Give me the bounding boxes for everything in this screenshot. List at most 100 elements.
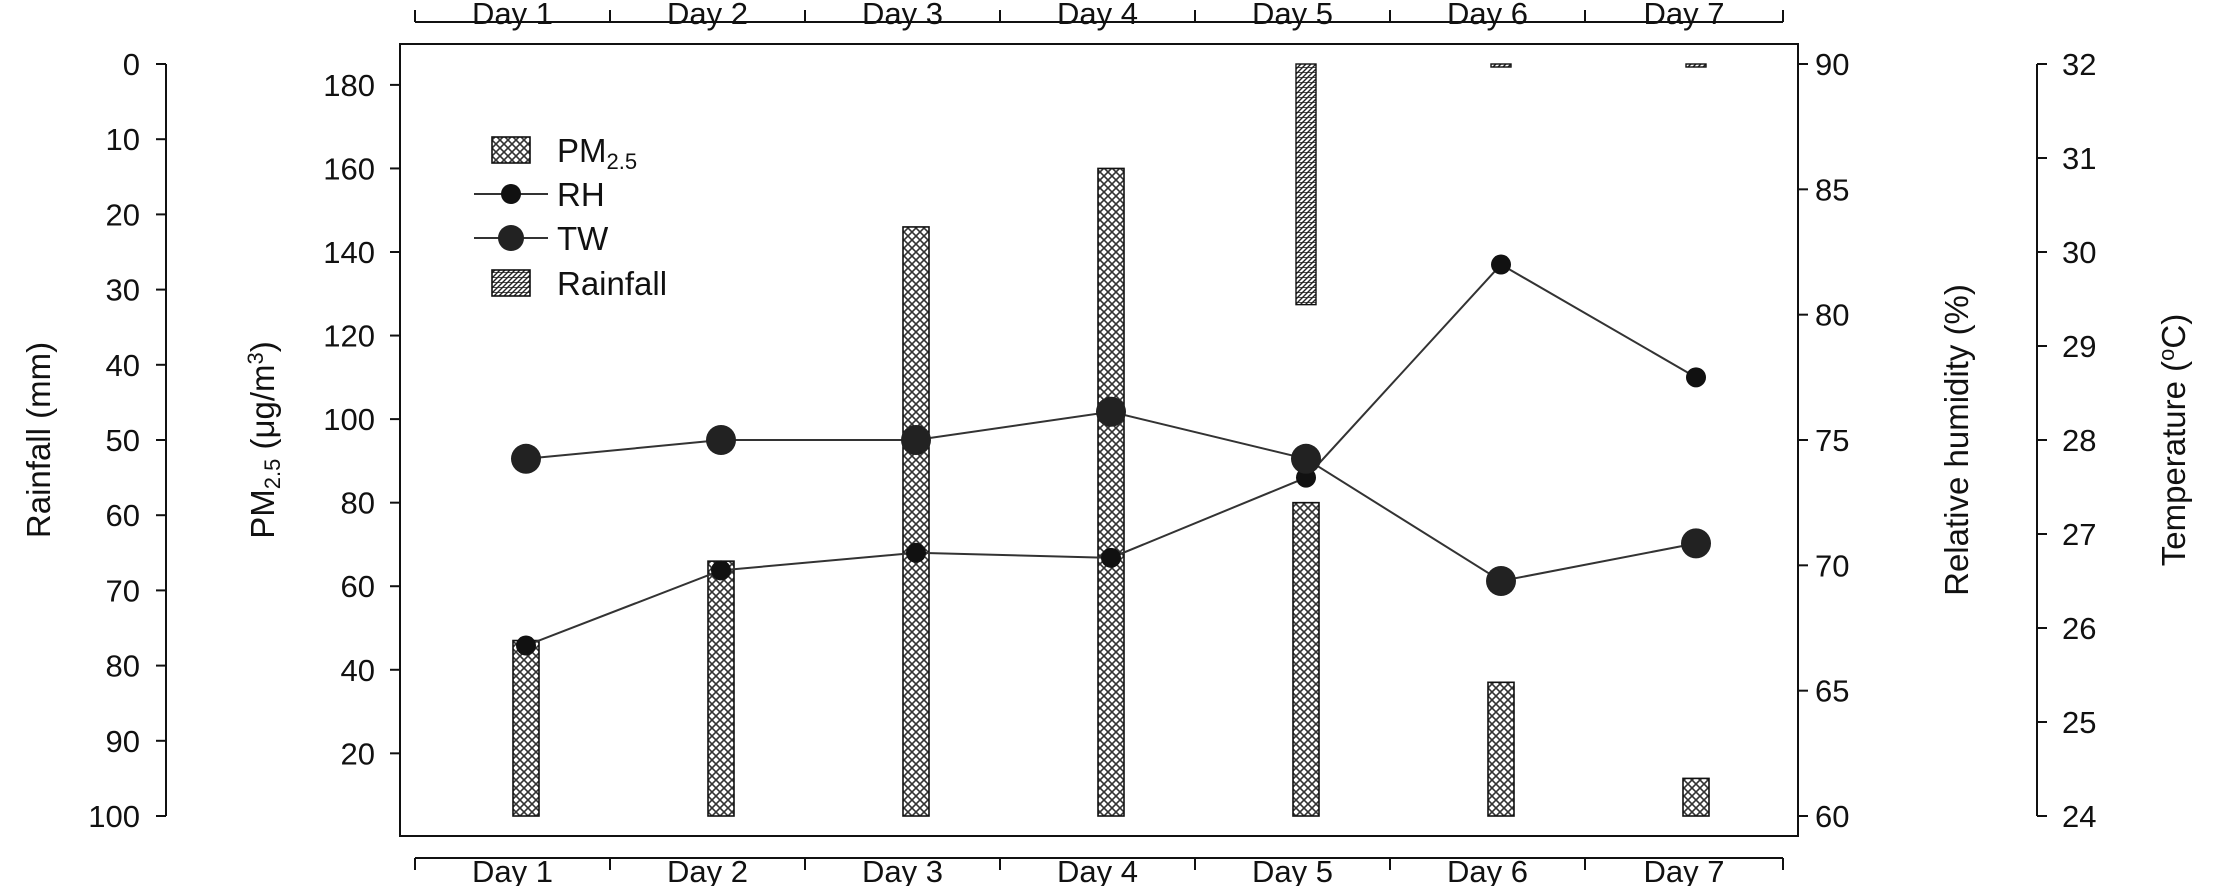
bottom-category-label-6: Day 7 (1644, 854, 1725, 886)
pm25-tick-label-1: 40 (341, 653, 375, 688)
temperature-tick-label-3: 27 (2062, 517, 2096, 552)
bottom-category-label-3: Day 4 (1057, 854, 1138, 886)
temperature-tick-label-7: 31 (2062, 141, 2096, 176)
tw-point-1 (706, 425, 736, 455)
rainfall-axis-title: Rainfall (mm) (20, 342, 57, 538)
pm25-axis-title-main: PM (244, 489, 281, 539)
top-category-label-2: Day 3 (862, 0, 943, 31)
rainfall-tick-label-6: 60 (106, 498, 140, 533)
rainfall-tick-label-4: 40 (106, 348, 140, 383)
temperature-tick-label-5: 29 (2062, 329, 2096, 364)
legend-tw-label: TW (557, 220, 609, 257)
rh-tick-label-1: 65 (1815, 674, 1849, 709)
pm25-bar-6 (1682, 777, 1710, 817)
legend-pm25-sub: 2.5 (607, 149, 638, 174)
pm25-axis-title-sub: 2.5 (260, 459, 285, 490)
bottom-category-label-4: Day 5 (1252, 854, 1333, 886)
top-category-label-6: Day 7 (1644, 0, 1725, 31)
pm25-bar-0 (512, 639, 540, 817)
temperature-tick-label-8: 32 (2062, 47, 2096, 82)
rainfall-tick-label-3: 30 (106, 273, 140, 308)
tw-series (511, 396, 1711, 596)
tw-point-6 (1681, 528, 1711, 559)
top-category-label-5: Day 6 (1447, 0, 1528, 31)
legend-pm25-swatch (491, 136, 531, 164)
pm25-bar-3 (1097, 167, 1125, 817)
rainfall-tick-label-9: 90 (106, 724, 140, 759)
rainfall-bars (1295, 63, 1707, 306)
rh-point-5 (1491, 254, 1511, 275)
tw-point-4 (1291, 443, 1321, 474)
legend-rh-label: RH (557, 176, 605, 213)
temperature-tick-label-6: 30 (2062, 235, 2096, 270)
bottom-category-label-1: Day 2 (667, 854, 748, 886)
legend-rainfall-swatch (491, 269, 531, 297)
pm25-tick-label-8: 180 (323, 68, 375, 103)
temperature-axis-title-main: Temperature ( (2155, 361, 2192, 566)
day-axis-ticks: Day 1 Day 1 Day 2 Day 2 Day 3 Day 3 Day 4 Day 4… (414, 0, 1784, 886)
rh-axis-ticks: 60 65 70 75 80 85 90 (1798, 47, 1849, 834)
temperature-axis-ticks: 24 25 26 27 28 29 30 31 32 (2037, 47, 2096, 834)
top-category-label-4: Day 5 (1252, 0, 1333, 31)
pm25-tick-label-3: 80 (341, 486, 375, 521)
rainfall-tick-label-1: 10 (106, 122, 140, 157)
tw-point-5 (1486, 566, 1516, 596)
rh-point-6 (1686, 367, 1706, 388)
rh-series (516, 254, 1706, 656)
rh-point-1 (711, 560, 731, 581)
temperature-axis-title-sup: o (2154, 349, 2179, 361)
temperature-tick-label-1: 25 (2062, 705, 2096, 740)
rainfall-tick-label-10: 100 (88, 799, 140, 834)
pm25-axis-title-close: ) (244, 341, 281, 352)
temperature-tick-label-0: 24 (2062, 799, 2096, 834)
pm25-tick-label-2: 60 (341, 569, 375, 604)
pm25-tick-label-6: 140 (323, 235, 375, 270)
temperature-tick-label-4: 28 (2062, 423, 2096, 458)
bottom-category-label-0: Day 1 (472, 854, 553, 886)
pm25-axis-title-unit: (μg/m (244, 364, 281, 458)
rainfall-tick-label-2: 20 (106, 197, 140, 232)
rh-tick-label-6: 90 (1815, 47, 1849, 82)
pm25-tick-label-7: 160 (323, 151, 375, 186)
rainfall-tick-label-0: 0 (123, 47, 140, 82)
rh-point-2 (906, 542, 926, 563)
rainfall-bar-6 (1685, 63, 1707, 68)
rainfall-bar-5 (1490, 63, 1512, 68)
rainfall-axis-ticks: 0 10 20 30 40 50 60 70 80 90 100 (88, 47, 166, 834)
bottom-category-label-2: Day 3 (862, 854, 943, 886)
rainfall-tick-label-5: 50 (106, 423, 140, 458)
rh-tick-label-3: 75 (1815, 423, 1849, 458)
pm25-bar-1 (707, 560, 735, 817)
pm25-bars (512, 167, 1710, 817)
legend-pm25-label: PM2.5 (557, 132, 637, 174)
pm25-bar-2 (902, 226, 930, 817)
top-category-label-3: Day 4 (1057, 0, 1138, 31)
top-category-label-1: Day 2 (667, 0, 748, 31)
rh-tick-label-4: 80 (1815, 298, 1849, 333)
rh-point-3 (1101, 547, 1121, 568)
temperature-axis-title-close: C) (2155, 314, 2192, 349)
temperature-tick-label-2: 26 (2062, 611, 2096, 646)
legend-tw-marker (498, 225, 524, 251)
pm25-tick-label-0: 20 (341, 736, 375, 771)
tw-point-3 (1096, 396, 1126, 427)
rainfall-tick-label-7: 70 (106, 573, 140, 608)
legend-pm25-main: PM (557, 132, 607, 169)
rh-point-0 (516, 635, 536, 656)
rh-tick-label-2: 70 (1815, 548, 1849, 583)
temperature-axis-title: Temperature (oC) (2154, 314, 2192, 567)
pm25-axis-ticks: 20 40 60 80 100 120 140 160 180 (323, 68, 400, 771)
legend: PM2.5 RH TW Rainfall (474, 132, 667, 302)
pm25-tick-label-4: 100 (323, 402, 375, 437)
rainfall-bar-4 (1295, 63, 1317, 306)
legend-rainfall-label: Rainfall (557, 265, 667, 302)
pm25-bar-5 (1487, 681, 1515, 817)
legend-rh-marker (501, 184, 521, 204)
pm25-bar-4 (1292, 501, 1320, 817)
rainfall-tick-label-8: 80 (106, 649, 140, 684)
rh-tick-label-5: 85 (1815, 172, 1849, 207)
tw-point-0 (511, 443, 541, 474)
rh-axis-title: Relative humidity (%) (1938, 284, 1975, 596)
pm25-tick-label-5: 120 (323, 319, 375, 354)
